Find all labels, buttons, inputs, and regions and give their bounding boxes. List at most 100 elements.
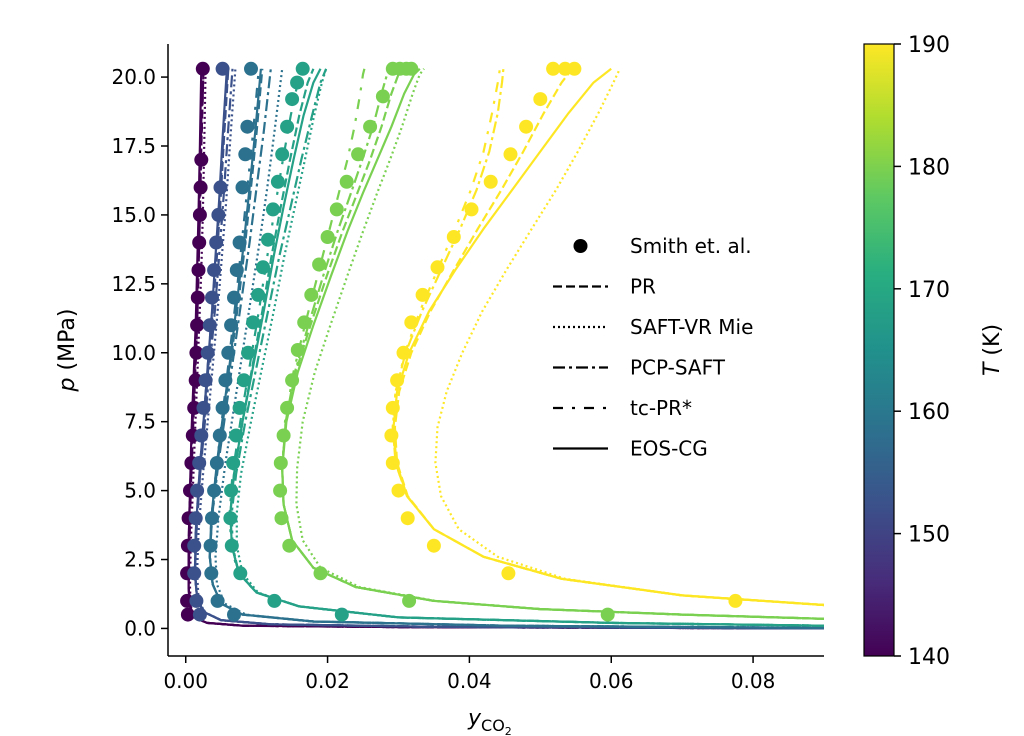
data-point-180K: [273, 456, 288, 470]
data-point-170K: [226, 456, 241, 470]
data-point-160K: [227, 607, 241, 622]
data-point-140K: [180, 607, 195, 622]
data-point-190K: [464, 202, 479, 217]
data-point-190K: [483, 174, 498, 189]
data-point-160K: [203, 538, 218, 553]
data-point-170K: [241, 345, 256, 360]
data-point-150K: [209, 235, 224, 250]
y-tick-label: 17.5: [111, 134, 156, 158]
data-point-190K: [426, 538, 441, 553]
data-point-180K: [274, 511, 289, 526]
data-point-190K: [415, 287, 430, 302]
data-point-190K: [385, 456, 400, 470]
data-point-170K: [256, 260, 270, 275]
y-axis-label: p (MPa): [55, 309, 80, 393]
data-point-180K: [402, 593, 417, 608]
y-ticks: 0.0 2.5 5.0 7.5 10.0 12.5 15.0 17.5 20.0: [111, 65, 168, 640]
legend: Smith et. al. PR SAFT-VR Mie PCP-SAFT tc-PR*…: [553, 234, 753, 461]
data-point-140K: [192, 235, 207, 250]
data-point-180K: [312, 257, 327, 272]
data-point-140K: [188, 373, 203, 388]
data-point-180K: [404, 61, 419, 76]
colorbar-tick-label: 150: [908, 523, 950, 548]
data-point-180K: [285, 373, 300, 388]
data-point-170K: [246, 315, 261, 330]
data-point-160K: [215, 400, 230, 415]
data-point-150K: [192, 607, 207, 622]
data-point-150K: [213, 180, 228, 195]
data-layer: [180, 61, 824, 630]
data-point-170K: [266, 202, 280, 217]
data-point-180K: [600, 607, 615, 622]
data-point-190K: [446, 230, 461, 244]
data-point-150K: [196, 400, 211, 415]
curve-solid-190K: [392, 67, 824, 607]
x-tick-label: 0.06: [589, 669, 634, 693]
data-point-170K: [261, 232, 275, 247]
data-point-160K: [238, 147, 253, 162]
curve-solid-170K: [229, 68, 824, 627]
data-point-160K: [224, 318, 239, 333]
data-point-170K: [233, 566, 248, 581]
data-point-160K: [229, 263, 244, 278]
y-tick-label: 0.0: [124, 616, 156, 640]
data-point-140K: [190, 318, 205, 333]
y-tick-label: 5.0: [124, 479, 156, 503]
data-point-140K: [189, 345, 204, 360]
data-point-160K: [221, 345, 236, 360]
data-point-180K: [304, 287, 319, 302]
data-point-170K: [280, 119, 295, 134]
colorbar-tick-label: 140: [908, 645, 950, 670]
data-point-140K: [193, 180, 208, 195]
curve-solid-180K: [281, 68, 824, 620]
y-tick-label: 20.0: [111, 65, 156, 89]
data-point-180K: [320, 230, 335, 244]
data-point-150K: [189, 593, 204, 608]
x-tick-label: 0.02: [305, 669, 350, 693]
data-point-180K: [273, 483, 288, 498]
y-tick-label: 15.0: [111, 203, 156, 227]
colorbar-label: T (K): [980, 324, 1005, 376]
colorbar-tick-label: 170: [908, 278, 950, 303]
data-point-170K: [270, 174, 285, 189]
legend-label: SAFT-VR Mie: [630, 315, 753, 339]
colorbar-tick-label: 160: [908, 400, 950, 425]
x-axis-label: yCO2: [467, 706, 512, 736]
x-tick-label: 0.00: [163, 669, 208, 693]
x-tick-label: 0.04: [447, 669, 492, 693]
data-point-160K: [209, 456, 224, 470]
data-point-190K: [396, 345, 411, 360]
data-point-140K: [191, 263, 206, 278]
data-point-170K: [229, 428, 244, 443]
data-point-190K: [503, 147, 518, 162]
data-point-180K: [329, 202, 344, 217]
legend-label: EOS-CG: [630, 437, 708, 461]
data-point-170K: [290, 75, 305, 90]
data-point-170K: [275, 147, 290, 162]
data-point-140K: [190, 290, 205, 305]
data-point-160K: [212, 428, 227, 443]
data-point-170K: [285, 92, 300, 107]
data-point-150K: [211, 207, 226, 222]
data-point-150K: [205, 290, 219, 305]
colorbar: [863, 43, 895, 657]
x-tick-label: 0.08: [731, 669, 776, 693]
data-point-190K: [385, 400, 400, 415]
legend-marker: [573, 239, 588, 253]
data-point-150K: [198, 373, 213, 388]
data-point-180K: [297, 315, 312, 330]
data-point-160K: [204, 566, 219, 581]
data-point-150K: [200, 345, 215, 360]
data-point-160K: [205, 511, 219, 526]
data-point-170K: [295, 61, 310, 76]
data-point-150K: [187, 566, 202, 581]
colorbar-tick-label: 190: [908, 33, 950, 58]
data-point-150K: [202, 318, 217, 333]
y-tick-label: 12.5: [111, 272, 156, 296]
data-point-160K: [218, 373, 233, 388]
data-point-170K: [224, 483, 239, 498]
data-point-170K: [334, 607, 349, 622]
data-point-150K: [194, 428, 209, 443]
data-point-190K: [400, 511, 415, 526]
